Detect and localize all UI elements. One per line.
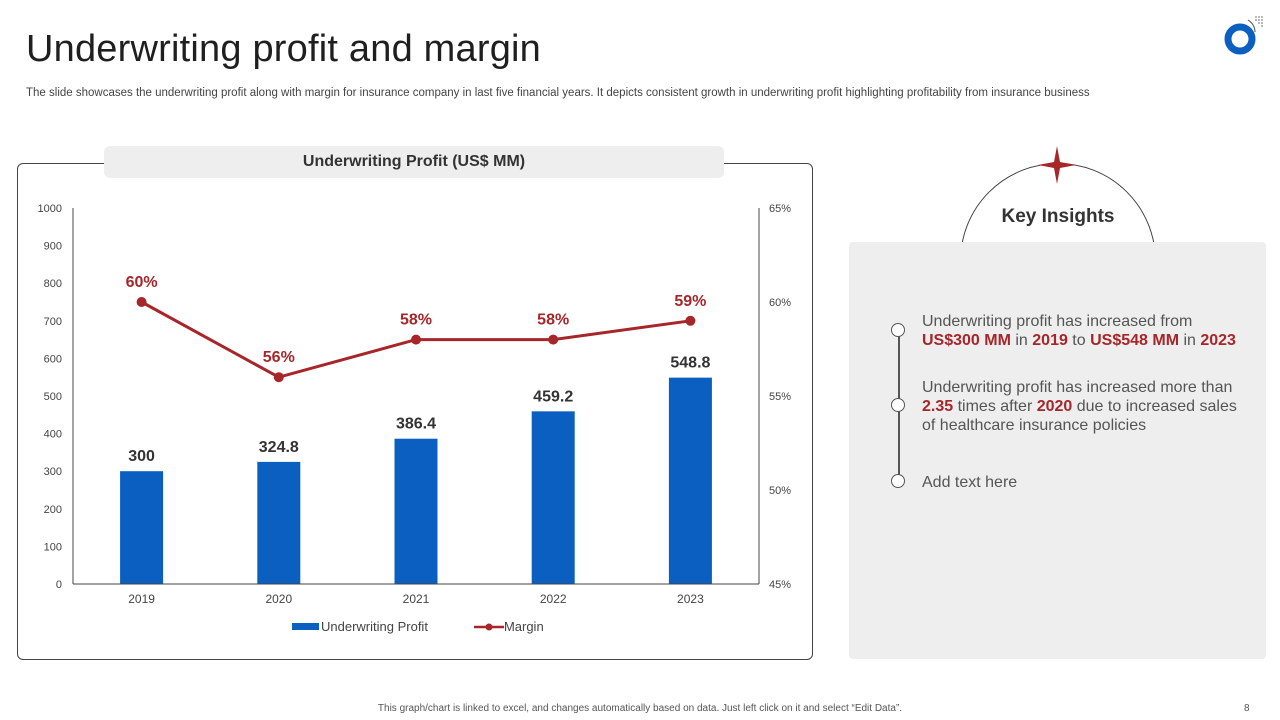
insight-text-part: Add text here xyxy=(922,474,1018,491)
insight-text-part: times after xyxy=(953,398,1037,415)
insight-highlight: 2020 xyxy=(1036,398,1073,415)
slide-subtitle: The slide showcases the underwriting pro… xyxy=(26,87,1090,99)
footer-note: This graph/chart is linked to excel, and… xyxy=(377,703,903,714)
page-number: 8 xyxy=(1244,703,1250,714)
chart-title: Underwriting Profit (US$ MM) xyxy=(104,146,724,178)
insight-highlight: US$300 MM xyxy=(922,332,1011,349)
insight-text-part: in xyxy=(1179,332,1201,349)
legend-bar-swatch xyxy=(292,623,319,630)
insights-title: Key Insights xyxy=(1001,206,1115,227)
insight-text-part: to xyxy=(1067,332,1091,349)
legend-line-swatch xyxy=(473,623,504,630)
star-icon xyxy=(1038,146,1076,184)
chart-card xyxy=(17,163,813,660)
chart-legend: Underwriting Profit Margin xyxy=(292,619,590,634)
insight-highlight: 2023 xyxy=(1200,332,1236,349)
timeline-dot xyxy=(891,398,905,412)
timeline-dot xyxy=(891,323,905,337)
insight-highlight: US$548 MM xyxy=(1090,332,1180,349)
legend-label-margin: Margin xyxy=(503,619,544,634)
insight-text-part: due to increased sales of healthcare ins… xyxy=(922,398,1237,434)
insights-panel xyxy=(849,242,1266,659)
slide-title: Underwriting profit and margin xyxy=(26,28,542,70)
company-logo-icon xyxy=(1224,16,1263,55)
insight-item-2: Underwriting profit has increased more t… xyxy=(922,378,1252,435)
timeline-dot xyxy=(891,474,905,488)
legend-label-profit: Underwriting Profit xyxy=(321,619,428,634)
legend-item-margin: Margin xyxy=(473,619,544,634)
insight-text-part: Underwriting profit has increased from xyxy=(922,313,1193,330)
insight-highlight: 2.35 xyxy=(922,398,954,415)
insight-text-part: in xyxy=(1010,332,1033,349)
insight-item-1: Underwriting profit has increased from U… xyxy=(922,312,1252,350)
legend-item-profit: Underwriting Profit xyxy=(292,619,428,634)
insight-highlight: 2019 xyxy=(1032,332,1068,349)
insight-text-part: Underwriting profit has increased more t… xyxy=(922,379,1233,396)
insight-item-3: Add text here xyxy=(922,473,1252,492)
